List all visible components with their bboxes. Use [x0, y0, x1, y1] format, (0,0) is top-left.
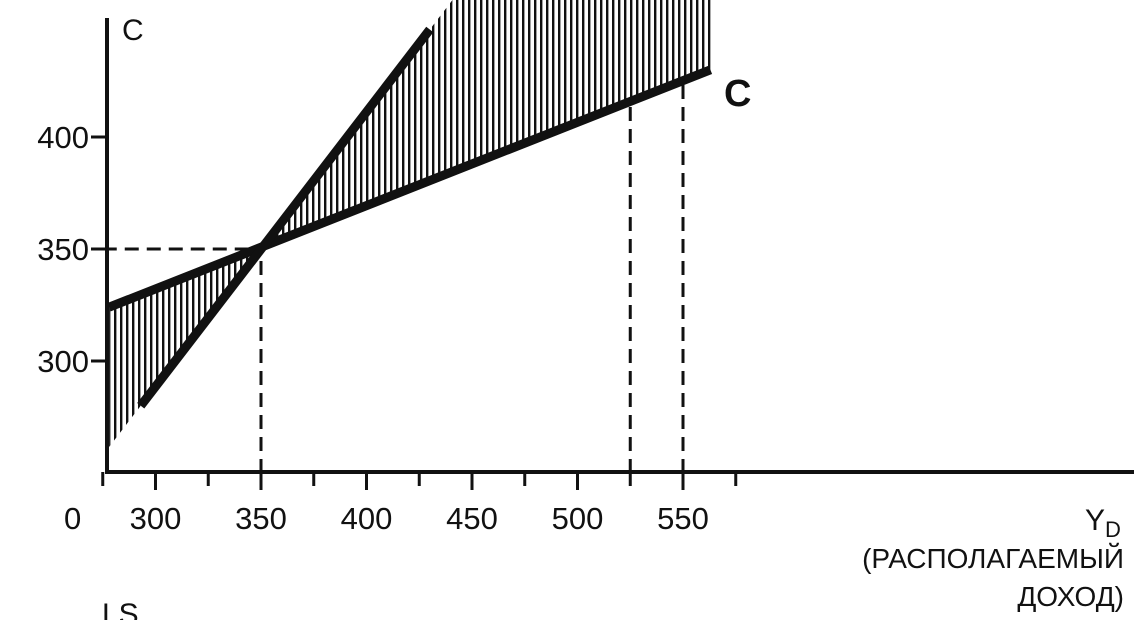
series-lines	[107, 26, 713, 409]
y-tick-label-350: 350	[37, 232, 89, 267]
lower-panel-label: LS	[102, 598, 139, 620]
y-tick-labels: 300 350 400	[37, 120, 89, 379]
x-tick-label-300: 300	[130, 501, 182, 536]
x-tick-label-400: 400	[341, 501, 393, 536]
x-tick-label-550: 550	[657, 501, 709, 536]
x-tick-label-350: 350	[235, 501, 287, 536]
y-axis-title: C	[122, 14, 144, 47]
x-tick-label-500: 500	[552, 501, 604, 536]
x-tick-marks	[101, 472, 738, 490]
x-tick-label-450: 450	[446, 501, 498, 536]
y-tick-label-300: 300	[37, 344, 89, 379]
x-axis-title-line2: ДОХОД)	[1017, 581, 1124, 612]
x-axis-title-line1: (РАСПОЛАГАЕМЫЙ	[862, 543, 1124, 574]
shaded-regions	[109, 0, 711, 448]
reference-lines	[102, 78, 685, 473]
origin-label: 0	[64, 501, 81, 536]
series-line-c	[107, 65, 713, 312]
shaded-region-2	[261, 0, 711, 250]
y-tick-marks	[91, 135, 107, 363]
y-tick-label-400: 400	[37, 120, 89, 155]
x-tick-labels: 300 350 400 450 500 550	[130, 501, 709, 536]
x-axis-symbol: YD	[1085, 504, 1121, 542]
series-label-c: C	[724, 73, 751, 115]
series-line-2	[137, 26, 434, 409]
